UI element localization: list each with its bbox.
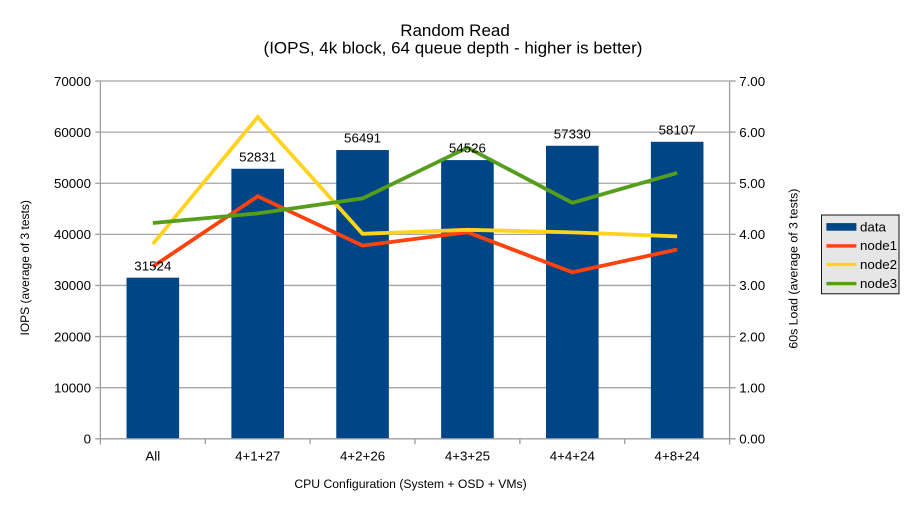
svg-text:IOPS (average of 3 tests): IOPS (average of 3 tests) [18,200,32,335]
svg-text:3.00: 3.00 [739,278,765,293]
svg-text:7.00: 7.00 [739,74,765,89]
svg-text:1.00: 1.00 [739,380,765,395]
svg-text:4+1+27: 4+1+27 [235,448,280,463]
svg-text:node3: node3 [860,276,897,291]
svg-text:6.00: 6.00 [739,125,765,140]
svg-text:CPU Configuration (System + OS: CPU Configuration (System + OSD + VMs) [294,477,526,491]
svg-text:Random Read: Random Read [400,21,510,40]
svg-text:5.00: 5.00 [739,176,765,191]
svg-text:0.00: 0.00 [739,432,765,447]
svg-text:60000: 60000 [54,125,91,140]
svg-text:4+8+24: 4+8+24 [655,448,701,463]
svg-text:58107: 58107 [659,122,696,137]
svg-text:data: data [860,219,887,234]
svg-text:4.00: 4.00 [739,227,765,242]
svg-text:50000: 50000 [54,176,91,191]
svg-text:10000: 10000 [54,380,91,395]
svg-text:4+4+24: 4+4+24 [550,448,596,463]
svg-text:4+2+26: 4+2+26 [340,448,385,463]
svg-text:52831: 52831 [239,149,276,164]
svg-text:20000: 20000 [54,329,91,344]
svg-text:30000: 30000 [54,278,91,293]
svg-text:node2: node2 [860,257,897,272]
svg-text:54526: 54526 [449,141,486,156]
svg-text:node1: node1 [860,238,897,253]
svg-text:56491: 56491 [344,131,381,146]
svg-text:60s Load (average of 3 tests): 60s Load (average of 3 tests) [787,189,801,349]
svg-text:0: 0 [84,432,91,447]
svg-text:All: All [145,448,160,463]
svg-text:2.00: 2.00 [739,329,765,344]
svg-text:70000: 70000 [54,74,91,89]
svg-text:31524: 31524 [134,258,172,273]
svg-text:40000: 40000 [54,227,91,242]
svg-text:4+3+25: 4+3+25 [445,448,490,463]
svg-text:(IOPS, 4k block, 64 queue dept: (IOPS, 4k block, 64 queue depth - higher… [264,39,643,58]
svg-text:57330: 57330 [554,126,591,141]
